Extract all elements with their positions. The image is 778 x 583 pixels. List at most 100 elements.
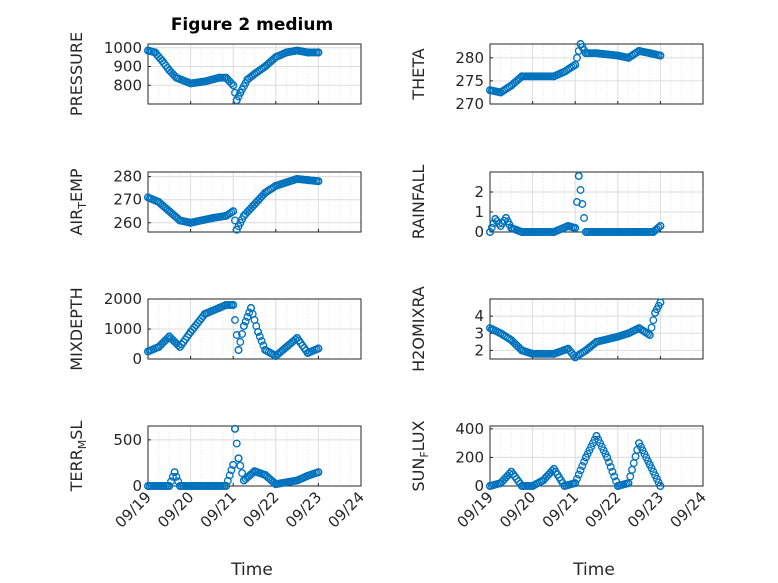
- data-point: [576, 186, 585, 194]
- data-point: [507, 224, 516, 232]
- data-point: [250, 467, 259, 476]
- data-point: [656, 482, 665, 490]
- data-point: [574, 470, 583, 479]
- x-tick-label: 09/20: [496, 488, 539, 531]
- data-point: [293, 46, 302, 55]
- data-point: [232, 225, 241, 234]
- data-point: [539, 476, 548, 485]
- data-point: [222, 211, 231, 220]
- data-point: [656, 222, 665, 230]
- x-tick-label: 09/21: [539, 488, 582, 531]
- series-points: [486, 172, 665, 236]
- data-point: [604, 458, 613, 467]
- data-point: [144, 482, 152, 490]
- data-point: [250, 200, 259, 209]
- data-point: [518, 482, 526, 490]
- data-point: [626, 472, 635, 481]
- data-point: [271, 53, 280, 62]
- data-point: [227, 79, 236, 88]
- data-point: [635, 439, 644, 448]
- data-point: [580, 214, 589, 222]
- data-point: [227, 466, 236, 475]
- data-point: [624, 329, 633, 338]
- data-point: [257, 337, 266, 345]
- x-tick-label: 09/23: [282, 488, 325, 531]
- y-axis-label: SUNFLUX: [409, 420, 431, 491]
- y-tick-label: 0: [132, 477, 142, 495]
- y-tick-label: 270: [455, 95, 484, 113]
- y-tick-label: 800: [113, 76, 142, 94]
- data-point: [234, 92, 243, 101]
- data-point: [581, 49, 590, 58]
- data-point: [314, 468, 323, 477]
- data-point: [222, 482, 231, 490]
- data-point: [207, 214, 216, 223]
- series-points: [144, 46, 323, 105]
- x-axis-label-left: Time: [230, 560, 273, 580]
- data-point: [303, 176, 312, 185]
- data-point: [518, 72, 526, 81]
- data-point: [613, 482, 622, 490]
- data-point: [245, 308, 254, 317]
- data-point: [271, 352, 280, 360]
- data-point: [645, 49, 654, 58]
- y-tick-label: 260: [113, 214, 142, 232]
- data-point: [613, 228, 622, 236]
- data-point: [186, 482, 195, 490]
- data-point: [215, 304, 223, 312]
- data-point: [578, 200, 587, 208]
- data-point: [255, 332, 264, 341]
- data-point: [651, 308, 660, 317]
- y-tick-label: 900: [113, 58, 142, 76]
- x-axis-label-right: Time: [572, 560, 615, 580]
- data-point: [549, 349, 558, 358]
- data-point: [176, 343, 184, 351]
- data-point: [261, 346, 270, 354]
- data-point: [486, 86, 494, 95]
- data-point: [528, 482, 537, 490]
- panel-h2omixra: 234 H2OMIXRA: [409, 286, 704, 372]
- data-point: [576, 40, 585, 48]
- data-point: [261, 188, 270, 197]
- data-point: [165, 66, 174, 75]
- data-point: [654, 223, 663, 232]
- data-point: [613, 332, 622, 341]
- y-tick-label: 1: [474, 203, 484, 221]
- data-point: [229, 460, 238, 469]
- data-point: [644, 329, 652, 338]
- data-point: [261, 62, 270, 71]
- grid: [489, 426, 704, 487]
- data-point: [234, 454, 243, 463]
- y-tick-label: 2: [474, 183, 484, 201]
- data-point: [232, 439, 241, 448]
- data-point: [144, 193, 152, 202]
- data-point: [486, 228, 494, 236]
- grid: [147, 44, 362, 104]
- figure-title: Figure 2 medium: [171, 15, 333, 35]
- series-points: [486, 40, 665, 97]
- data-point: [236, 338, 245, 346]
- x-tick-label: 09/24: [667, 488, 710, 531]
- data-point: [223, 476, 232, 485]
- data-point: [172, 472, 181, 481]
- data-point: [496, 88, 505, 97]
- data-point: [491, 215, 500, 223]
- data-point: [528, 349, 537, 358]
- data-point: [635, 228, 644, 236]
- data-point: [549, 72, 558, 81]
- axes-box: [489, 425, 704, 487]
- data-point: [549, 228, 558, 236]
- data-point: [516, 73, 525, 82]
- x-tick-label: 09/24: [325, 488, 368, 531]
- axes-box: [147, 171, 362, 233]
- data-point: [246, 304, 255, 312]
- data-point: [144, 347, 152, 356]
- data-point: [163, 334, 172, 343]
- y-tick-label: 500: [113, 431, 142, 449]
- data-point: [200, 310, 209, 318]
- data-point: [507, 467, 516, 476]
- data-point: [303, 471, 312, 480]
- data-point: [581, 346, 590, 355]
- data-point: [518, 228, 526, 236]
